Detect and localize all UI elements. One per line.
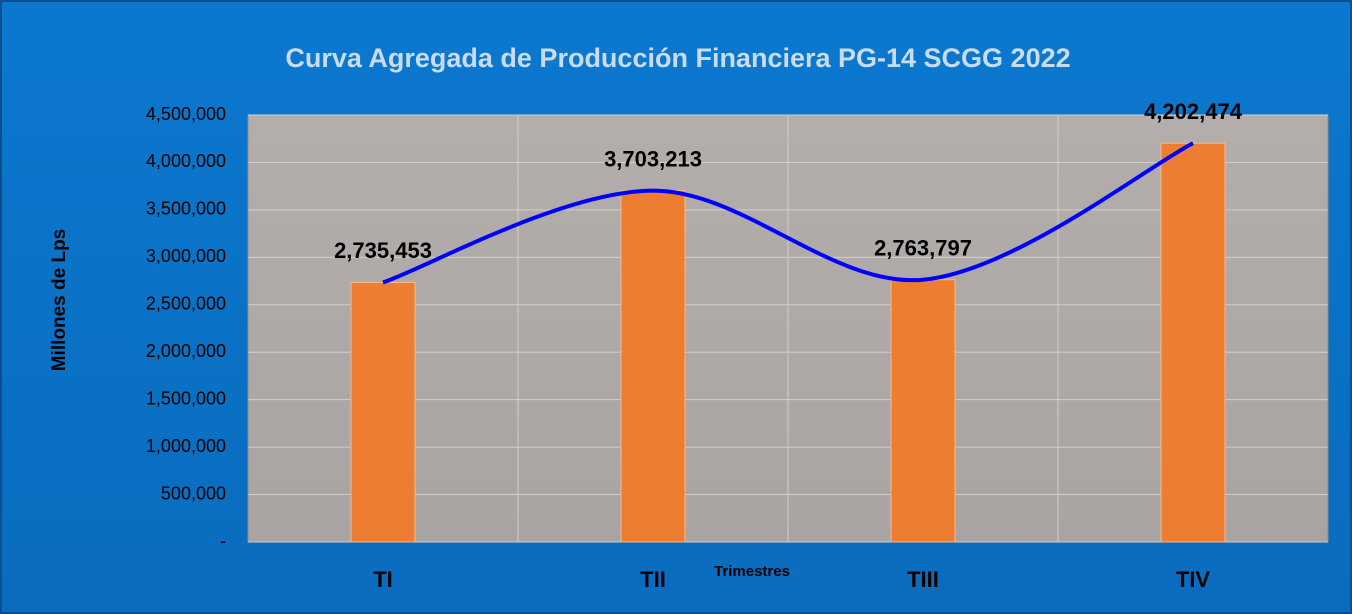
y-axis-label: Millones de Lps: [49, 229, 70, 372]
y-tick-label: 4,500,000: [146, 104, 226, 124]
chart-title: Curva Agregada de Producción Financiera …: [285, 43, 1071, 73]
y-tick-label: 4,000,000: [146, 151, 226, 171]
bar: [890, 279, 956, 543]
y-tick-label: 2,000,000: [146, 341, 226, 361]
data-label: 4,202,474: [1144, 99, 1243, 124]
trend-curve: [382, 141, 1194, 285]
x-tick-label: TII: [640, 567, 666, 592]
y-tick-label: 3,500,000: [146, 199, 226, 219]
y-tick-label: 500,000: [161, 483, 226, 503]
x-tick-label: TIV: [1176, 567, 1211, 592]
data-label: 2,763,797: [874, 236, 972, 261]
bar: [350, 281, 416, 543]
data-label: 3,703,213: [604, 146, 702, 171]
y-tick-label: 1,500,000: [146, 388, 226, 408]
y-tick-label: 2,500,000: [146, 294, 226, 314]
data-label: 2,735,453: [334, 238, 432, 263]
bar: [1160, 142, 1226, 543]
bar: [620, 190, 686, 543]
y-tick-label: 3,000,000: [146, 246, 226, 266]
x-tick-label: TIII: [907, 567, 939, 592]
y-tick-label: 1,000,000: [146, 436, 226, 456]
y-tick-label: -: [220, 531, 226, 551]
x-tick-label: TI: [373, 567, 393, 592]
x-axis-label: Trimestres: [714, 563, 790, 580]
